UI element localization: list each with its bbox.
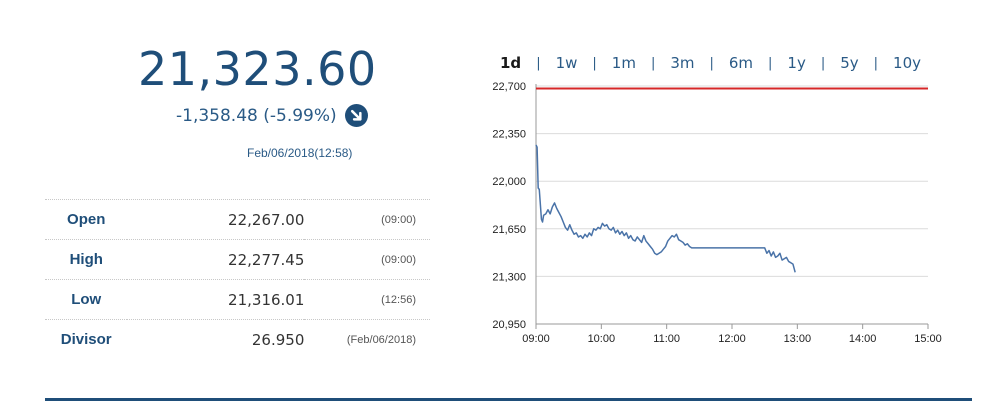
intraday-line-chart: 22,700 22,350 22,000 21,650 21,300 20,950 09:0… — [492, 81, 942, 345]
table-row: Divisor 26.950 (Feb/06/2018) — [45, 319, 430, 360]
x-tick-label: 09:00 — [522, 333, 550, 345]
y-tick-label: 22,000 — [492, 176, 526, 188]
stat-time-high: (09:00) — [304, 239, 430, 280]
table-row: Open 22,267.00 (09:00) — [45, 199, 430, 240]
tab-10y[interactable]: 10y — [893, 54, 922, 72]
tab-1y[interactable]: 1y — [787, 54, 806, 72]
stat-label-low: Low — [45, 279, 128, 320]
stats-table: Open 22,267.00 (09:00) High 22,277.45 (0… — [45, 199, 430, 360]
tab-separator: | — [592, 55, 597, 71]
x-tick-label: 12:00 — [718, 333, 746, 345]
x-tick-label: 13:00 — [784, 333, 812, 345]
tab-separator: | — [536, 55, 541, 71]
stat-time-divisor: (Feb/06/2018) — [304, 319, 430, 360]
range-tabs: 1d | 1w | 1m | 3m | 6m | 1y | 5y | 10y — [500, 54, 945, 72]
stat-label-divisor: Divisor — [45, 319, 128, 360]
tab-separator: | — [709, 55, 714, 71]
stat-value-open: 22,267.00 — [127, 199, 305, 240]
y-tick-label: 21,300 — [492, 271, 526, 283]
table-row: High 22,277.45 (09:00) — [45, 239, 430, 280]
stat-label-open: Open — [45, 199, 128, 240]
stat-value-divisor: 26.950 — [127, 319, 305, 360]
y-tick-label: 22,350 — [492, 129, 526, 141]
tab-1w[interactable]: 1w — [555, 54, 578, 72]
tab-separator: | — [873, 55, 879, 71]
price-change: -1,358.48 (-5.99%) — [176, 105, 337, 126]
x-tick-label: 10:00 — [588, 333, 616, 345]
y-tick-label: 21,650 — [492, 224, 526, 236]
stat-label-high: High — [45, 239, 128, 280]
x-tick-label: 15:00 — [914, 333, 942, 345]
tab-1d[interactable]: 1d — [500, 54, 522, 72]
table-row: Low 21,316.01 (12:56) — [45, 279, 430, 320]
stat-value-high: 22,277.45 — [127, 239, 305, 280]
tab-6m[interactable]: 6m — [728, 54, 754, 72]
quote-timestamp: Feb/06/2018(12:58) — [247, 146, 353, 160]
tab-separator: | — [820, 55, 826, 71]
tab-5y[interactable]: 5y — [840, 54, 859, 72]
quote-panel: 21,323.60 -1,358.48 (-5.99%) Feb/06/2018… — [0, 0, 440, 415]
down-right-arrow-icon — [344, 104, 368, 127]
y-tick-label: 20,950 — [492, 319, 526, 331]
tab-separator: | — [650, 55, 656, 71]
tab-3m[interactable]: 3m — [670, 54, 695, 72]
bottom-divider — [45, 398, 972, 401]
stat-value-low: 21,316.01 — [127, 279, 305, 320]
price-change-row: -1,358.48 (-5.99%) — [176, 104, 368, 127]
current-price: 21,323.60 — [138, 42, 377, 96]
stat-time-low: (12:56) — [304, 279, 430, 320]
y-tick-label: 22,700 — [492, 81, 526, 93]
x-tick-label: 11:00 — [653, 333, 680, 345]
tab-separator: | — [768, 55, 773, 71]
tab-1m[interactable]: 1m — [611, 54, 636, 72]
stat-time-open: (09:00) — [304, 199, 430, 240]
price-series-line — [535, 144, 796, 273]
x-tick-label: 14:00 — [849, 333, 877, 345]
